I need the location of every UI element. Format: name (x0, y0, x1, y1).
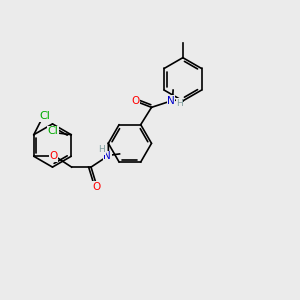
Text: O: O (92, 182, 101, 191)
Text: N: N (167, 96, 175, 106)
Text: H: H (176, 99, 183, 108)
Text: H: H (98, 145, 105, 154)
Text: O: O (49, 151, 57, 161)
Text: O: O (131, 96, 140, 106)
Text: N: N (103, 151, 111, 161)
Text: Cl: Cl (39, 111, 50, 121)
Text: Cl: Cl (47, 127, 58, 136)
